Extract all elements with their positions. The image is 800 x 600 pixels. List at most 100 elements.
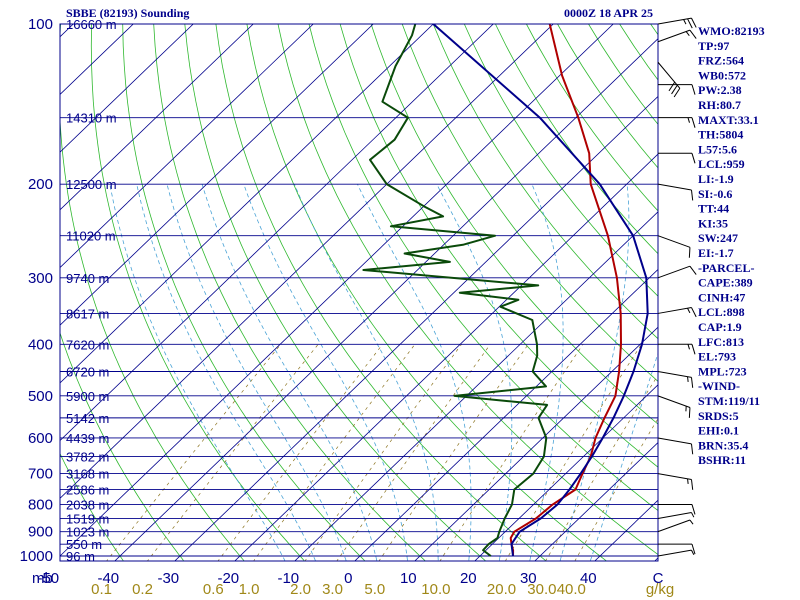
temperature-tick-label: -20 — [217, 570, 239, 587]
temperature-tick-label: -10 — [277, 570, 299, 587]
wind-barb — [657, 61, 681, 98]
index-line: CAPE:389 — [698, 276, 753, 290]
mixing-ratio-unit: g/kg — [646, 581, 674, 598]
wind-barb-feather — [690, 479, 694, 490]
mixing-ratio-line — [574, 418, 658, 561]
index-line: MPL:723 — [698, 364, 747, 378]
height-label: 5900 m — [66, 389, 109, 404]
wind-barb — [657, 307, 697, 318]
wind-barb-staff — [657, 29, 691, 43]
height-label: 3168 m — [66, 467, 109, 482]
dry-adiabat — [277, 24, 658, 556]
dry-adiabat — [308, 24, 658, 512]
wind-barb-feather — [691, 117, 696, 128]
index-line: EL:793 — [698, 350, 736, 364]
mixing-ratio-label: 5.0 — [364, 581, 385, 598]
wind-barb-feather — [691, 544, 696, 555]
wind-barb-feather — [691, 153, 696, 164]
index-line: SW:247 — [698, 231, 738, 245]
mixing-ratio-label: 0.1 — [91, 581, 112, 598]
wind-barb — [657, 549, 695, 557]
height-labels: 16660 m 14310 m 12500 m 11020 m 9740 m 8617 m… — [66, 17, 117, 564]
isotherm — [60, 24, 494, 442]
index-line: RH:80.7 — [698, 98, 741, 112]
sounding-traces — [362, 24, 649, 557]
isotherm — [60, 24, 74, 38]
dry-adiabat — [463, 24, 658, 297]
pressure-tick-label: 600 — [28, 430, 53, 447]
height-label: 11020 m — [66, 229, 116, 244]
height-label: 550 m — [66, 537, 102, 552]
wind-barb-feather — [691, 344, 696, 355]
height-label: 1519 m — [66, 511, 109, 526]
wind-barb — [658, 117, 696, 128]
mixing-ratio-line — [304, 344, 462, 561]
index-line: TH:5804 — [698, 128, 743, 142]
temperature-tick-label: 10 — [400, 570, 417, 587]
wind-barbs — [657, 17, 697, 557]
mixing-ratio-line — [545, 374, 658, 561]
mixing-ratio-label: 10.0 — [421, 581, 450, 598]
temperature-tick-label: 0 — [344, 570, 352, 587]
isotherm — [60, 24, 374, 326]
wind-barb-staff — [657, 395, 691, 408]
index-line: FRZ:564 — [698, 54, 744, 68]
pressure-tick-label: 300 — [28, 270, 53, 287]
isotherm — [534, 441, 658, 561]
wind-barb-feather — [689, 265, 697, 275]
wind-barb — [658, 84, 696, 95]
wind-barb — [658, 152, 696, 164]
moist-adiabat — [559, 184, 630, 561]
wind-barb-feather — [691, 307, 697, 318]
wind-barb-staff — [657, 473, 692, 480]
isotherm — [354, 268, 658, 561]
isotherm — [414, 326, 658, 561]
isotherm-lines — [0, 24, 658, 567]
height-label: 2038 m — [66, 497, 109, 512]
moist-adiabat — [436, 183, 513, 561]
sounding-indices: WMO:82193TP:97FRZ:564WB0:572PW:2.38RH:80… — [698, 24, 765, 467]
mixing-ratio-line — [253, 344, 416, 561]
isotherm — [0, 24, 13, 567]
moist-adiabat — [166, 183, 347, 561]
wind-barb — [657, 265, 697, 279]
isotherm — [60, 24, 194, 153]
wind-barb-feather — [690, 377, 694, 388]
dry-adiabat — [526, 24, 658, 212]
moist-adiabat — [136, 184, 317, 561]
mixing-ratio-label: 1.0 — [239, 581, 260, 598]
height-label: 3782 m — [66, 449, 109, 464]
temperature-unit-label: C — [653, 570, 664, 587]
moist-adiabat — [294, 183, 439, 561]
wind-barb-staff — [657, 265, 691, 279]
mixing-ratio-label: 30.0 — [527, 581, 556, 598]
wind-barb-staff — [657, 17, 692, 25]
wind-barb-feather — [688, 247, 691, 258]
index-line: CAP:1.9 — [698, 320, 742, 334]
index-line: STM:119/11 — [698, 394, 760, 408]
dry-adiabat — [775, 24, 800, 567]
wind-barb — [657, 519, 694, 533]
index-line: CINH:47 — [698, 290, 745, 304]
pressure-tick-label: 1000 — [20, 548, 53, 565]
wind-barb — [658, 343, 696, 355]
dry-adiabat — [370, 24, 658, 425]
wind-barb — [657, 473, 694, 490]
wind-barb-half-feather — [683, 19, 687, 25]
wind-barb — [658, 503, 696, 515]
dry-adiabat — [588, 24, 658, 125]
wind-barb-feather — [691, 504, 696, 515]
isotherm — [60, 24, 254, 211]
wind-barb-staff — [657, 235, 691, 248]
wind-barb-staff — [657, 437, 692, 445]
wind-barb-half-feather — [689, 519, 694, 525]
pressure-tick-label: 200 — [28, 176, 53, 193]
height-label: 5142 m — [66, 411, 109, 426]
time-title: 0000Z 18 APR 25 — [564, 6, 653, 20]
pressure-tick-label: 100 — [28, 16, 53, 33]
mixing-ratio-line — [439, 344, 584, 561]
wind-barb-half-feather — [687, 308, 691, 314]
wind-barb — [658, 543, 696, 555]
isotherm — [60, 24, 314, 269]
index-line: WMO:82193 — [698, 24, 765, 38]
